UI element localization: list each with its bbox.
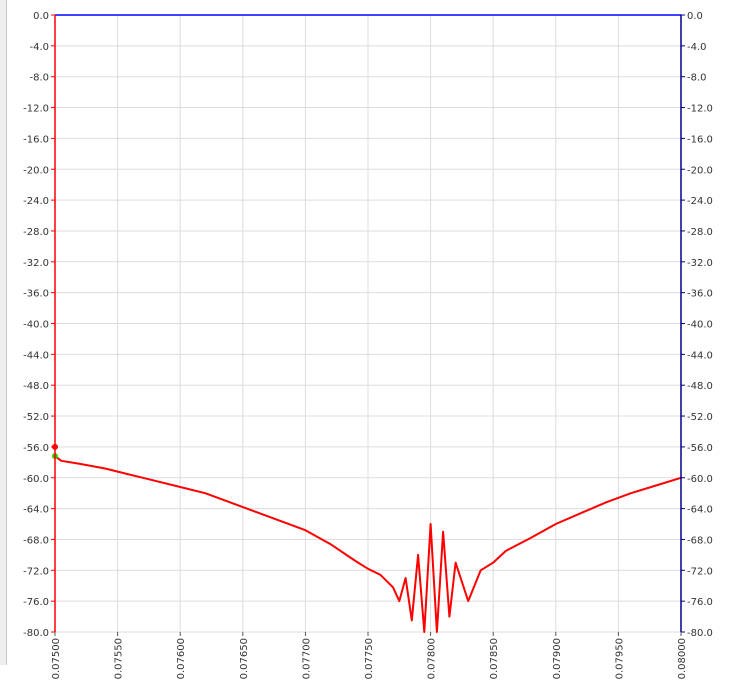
right-tick-label: -40.0 <box>687 320 713 331</box>
right-tick-label: -60.0 <box>687 474 713 485</box>
series-layer <box>54 14 682 633</box>
left-tick-label: -24.0 <box>23 196 49 207</box>
right-tick-label: 0.0 <box>687 11 703 22</box>
right-tick-label: -12.0 <box>687 104 713 115</box>
right-tick-label: -48.0 <box>687 381 713 392</box>
left-tick-label: -72.0 <box>23 566 49 577</box>
left-tick-label: -64.0 <box>23 505 49 516</box>
left-tick-label: -20.0 <box>23 165 49 176</box>
left-tick-label: 0.0 <box>33 11 49 22</box>
right-tick-label: -20.0 <box>687 165 713 176</box>
x-tick-label: 0.07850 <box>489 638 500 679</box>
left-tick-label: -12.0 <box>23 104 49 115</box>
right-tick-label: -8.0 <box>687 73 707 84</box>
right-tick-label: -80.0 <box>687 628 713 639</box>
left-tick-label: -8.0 <box>29 73 49 84</box>
left-tick-label: -56.0 <box>23 443 49 454</box>
right-tick-label: -44.0 <box>687 350 713 361</box>
x-tick-label: 0.07550 <box>114 638 125 679</box>
x-tick-label: 0.07750 <box>364 638 375 679</box>
right-tick-label: -32.0 <box>687 258 713 269</box>
left-tick-label: -44.0 <box>23 350 49 361</box>
left-tick-label: -60.0 <box>23 474 49 485</box>
x-tick-label: 0.07800 <box>427 638 438 679</box>
left-tick-label: -36.0 <box>23 289 49 300</box>
right-tick-label: -72.0 <box>687 566 713 577</box>
left-tick-label: -40.0 <box>23 320 49 331</box>
left-tick-label: -16.0 <box>23 134 49 145</box>
x-tick-label: 0.07700 <box>301 638 312 679</box>
right-tick-label: -76.0 <box>687 597 713 608</box>
right-tick-label: -28.0 <box>687 227 713 238</box>
x-tick-label: 0.07500 <box>51 638 62 679</box>
right-tick-label: -64.0 <box>687 505 713 516</box>
right-tick-label: -24.0 <box>687 196 713 207</box>
left-tick-label: -48.0 <box>23 381 49 392</box>
red-series-line <box>54 455 682 633</box>
horizontal-gridlines <box>55 14 681 633</box>
left-tick-label: -52.0 <box>23 412 49 423</box>
x-tick-label: 0.07950 <box>614 638 625 679</box>
right-tick-label: -52.0 <box>687 412 713 423</box>
x-tick-label: 0.07900 <box>552 638 563 679</box>
left-tick-label: -4.0 <box>29 42 49 53</box>
left-tick-label: -80.0 <box>23 628 49 639</box>
window-left-edge <box>0 0 7 665</box>
right-y-axis-ticks: 0.0 -4.0 -8.0 -12.0 -16.0 -20.0 -24.0 -28.0 -32.… <box>681 11 713 639</box>
right-tick-label: -4.0 <box>687 42 707 53</box>
left-y-axis-ticks: 0.0 -4.0 -8.0 -12.0 -16.0 -20.0 -24.0 -28.0 -32.… <box>23 11 55 639</box>
left-tick-label: -28.0 <box>23 227 49 238</box>
x-axis-ticks: 0.07500 0.07550 0.07600 0.07650 0.07700 0.077… <box>51 632 688 679</box>
right-tick-label: -68.0 <box>687 535 713 546</box>
right-tick-label: -36.0 <box>687 289 713 300</box>
x-tick-label: 0.08000 <box>677 638 688 679</box>
right-tick-label: -16.0 <box>687 134 713 145</box>
left-tick-label: -68.0 <box>23 535 49 546</box>
left-tick-label: -32.0 <box>23 258 49 269</box>
left-tick-label: -76.0 <box>23 597 49 608</box>
right-tick-label: -56.0 <box>687 443 713 454</box>
x-tick-label: 0.07650 <box>239 638 250 679</box>
x-tick-label: 0.07600 <box>176 638 187 679</box>
